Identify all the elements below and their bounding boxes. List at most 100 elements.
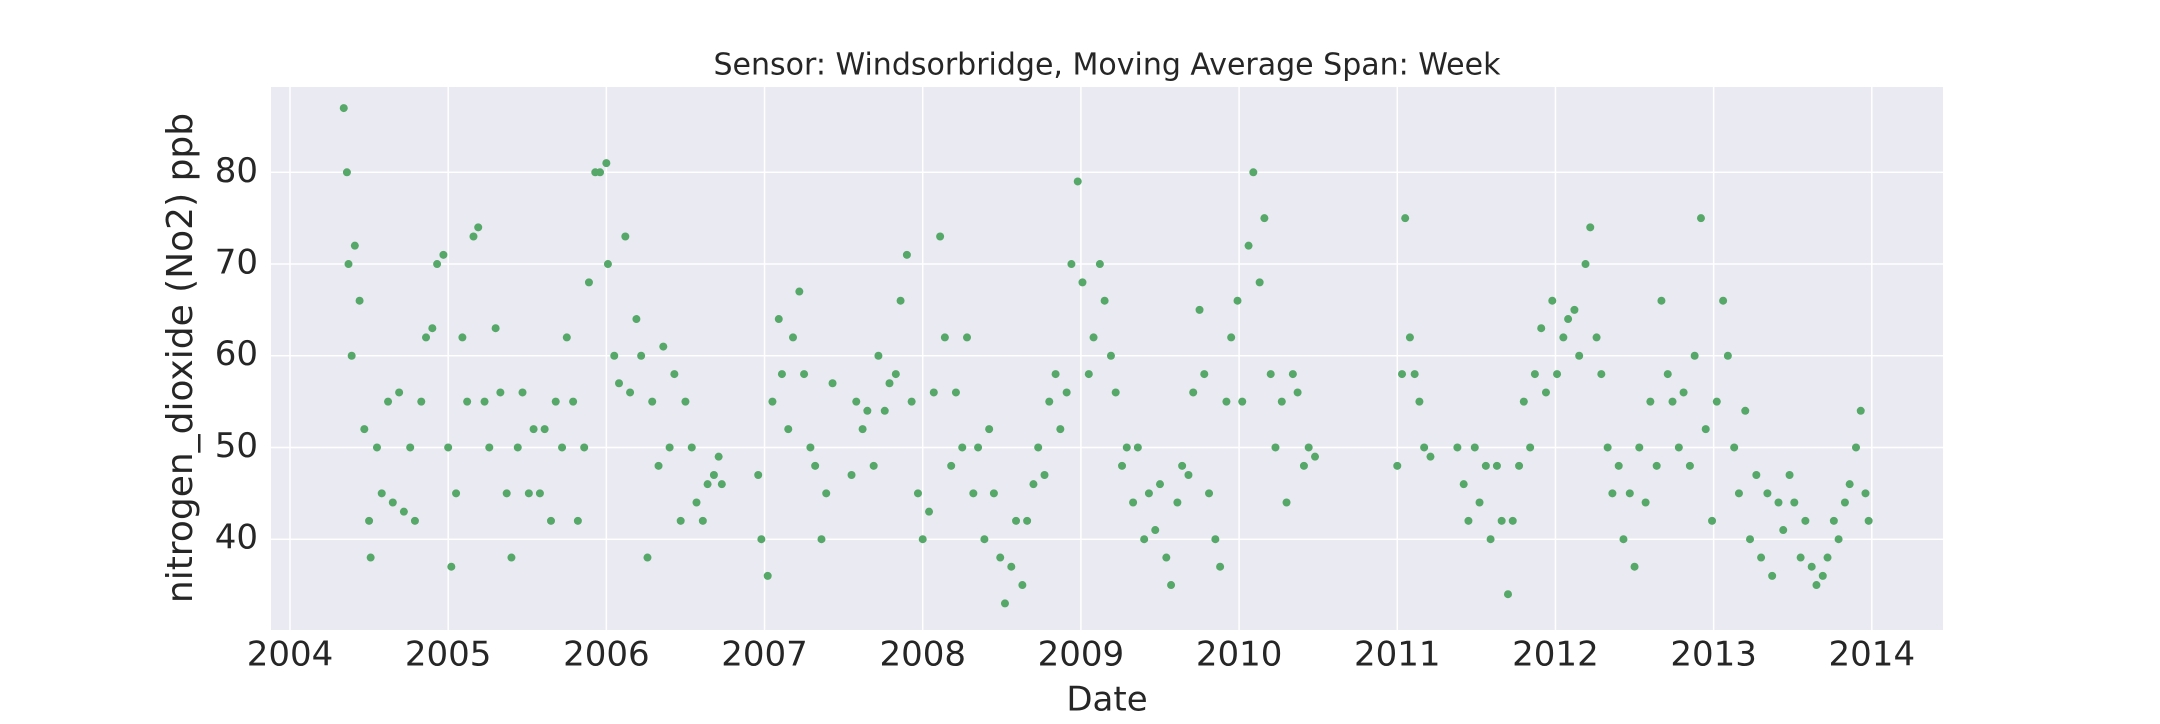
point: [558, 443, 567, 452]
point: [1255, 278, 1264, 287]
point: [1189, 388, 1198, 397]
point: [1581, 260, 1590, 269]
point: [439, 250, 448, 259]
point: [670, 370, 679, 379]
point: [1211, 535, 1220, 544]
point: [1420, 443, 1429, 452]
point: [648, 397, 657, 406]
point: [896, 296, 905, 305]
x-tick-label: 2014: [1829, 635, 1916, 675]
point: [428, 324, 437, 333]
point: [1045, 397, 1054, 406]
point: [1155, 480, 1164, 489]
point: [1674, 443, 1683, 452]
point: [1106, 351, 1115, 360]
point: [496, 388, 505, 397]
point: [584, 278, 593, 287]
point: [1741, 406, 1750, 415]
point: [665, 443, 674, 452]
point: [562, 333, 571, 342]
point: [569, 397, 578, 406]
point: [1118, 461, 1127, 470]
point: [1304, 443, 1313, 452]
point: [1238, 397, 1247, 406]
point: [768, 397, 777, 406]
point: [1089, 333, 1098, 342]
point: [602, 159, 611, 168]
point: [763, 571, 772, 580]
point: [863, 406, 872, 415]
point: [885, 379, 894, 388]
y-tick-label: 80: [215, 151, 258, 191]
point: [951, 388, 960, 397]
point: [974, 443, 983, 452]
point: [1288, 370, 1297, 379]
x-tick-label: 2010: [1196, 635, 1283, 675]
point: [681, 397, 690, 406]
point: [469, 232, 478, 241]
point: [703, 480, 712, 489]
chart-title: Sensor: Windsorbridge, Moving Average Sp…: [714, 48, 1502, 83]
point: [1244, 241, 1253, 250]
point: [1646, 397, 1655, 406]
point: [1515, 461, 1524, 470]
point: [632, 315, 641, 324]
point: [1818, 571, 1827, 580]
point: [342, 168, 351, 177]
point: [1730, 443, 1739, 452]
point: [654, 461, 663, 470]
point: [355, 296, 364, 305]
x-tick-label: 2013: [1670, 635, 1757, 675]
point: [925, 507, 934, 516]
point: [615, 379, 624, 388]
point: [1657, 296, 1666, 305]
point: [806, 443, 815, 452]
point: [1133, 443, 1142, 452]
point: [1592, 333, 1601, 342]
point: [463, 397, 472, 406]
point: [659, 342, 668, 351]
point: [1459, 480, 1468, 489]
point: [1034, 443, 1043, 452]
point: [757, 535, 766, 544]
point: [1597, 370, 1606, 379]
point: [417, 397, 426, 406]
point: [513, 443, 522, 452]
point: [789, 333, 798, 342]
point: [1040, 470, 1049, 479]
point: [1553, 370, 1562, 379]
x-tick-label: 2004: [247, 635, 334, 675]
point: [1530, 370, 1539, 379]
point: [637, 351, 646, 360]
point: [485, 443, 494, 452]
point: [1453, 443, 1462, 452]
point: [1603, 443, 1612, 452]
point: [1111, 388, 1120, 397]
point: [643, 553, 652, 562]
point: [913, 489, 922, 498]
point: [1779, 526, 1788, 535]
point: [1051, 370, 1060, 379]
point: [1537, 324, 1546, 333]
point: [936, 232, 945, 241]
point: [1012, 516, 1021, 525]
point: [1641, 498, 1650, 507]
point: [929, 388, 938, 397]
point: [996, 553, 1005, 562]
point: [784, 425, 793, 434]
point: [907, 397, 916, 406]
point: [452, 489, 461, 498]
point: [1233, 296, 1242, 305]
point: [491, 324, 500, 333]
y-tick-label: 70: [215, 243, 258, 283]
point: [1508, 516, 1517, 525]
point: [958, 443, 967, 452]
point: [1708, 516, 1717, 525]
point: [1205, 489, 1214, 498]
point: [1000, 599, 1009, 608]
point: [447, 562, 456, 571]
point: [551, 397, 560, 406]
point: [676, 516, 685, 525]
point: [698, 516, 707, 525]
point: [365, 516, 374, 525]
